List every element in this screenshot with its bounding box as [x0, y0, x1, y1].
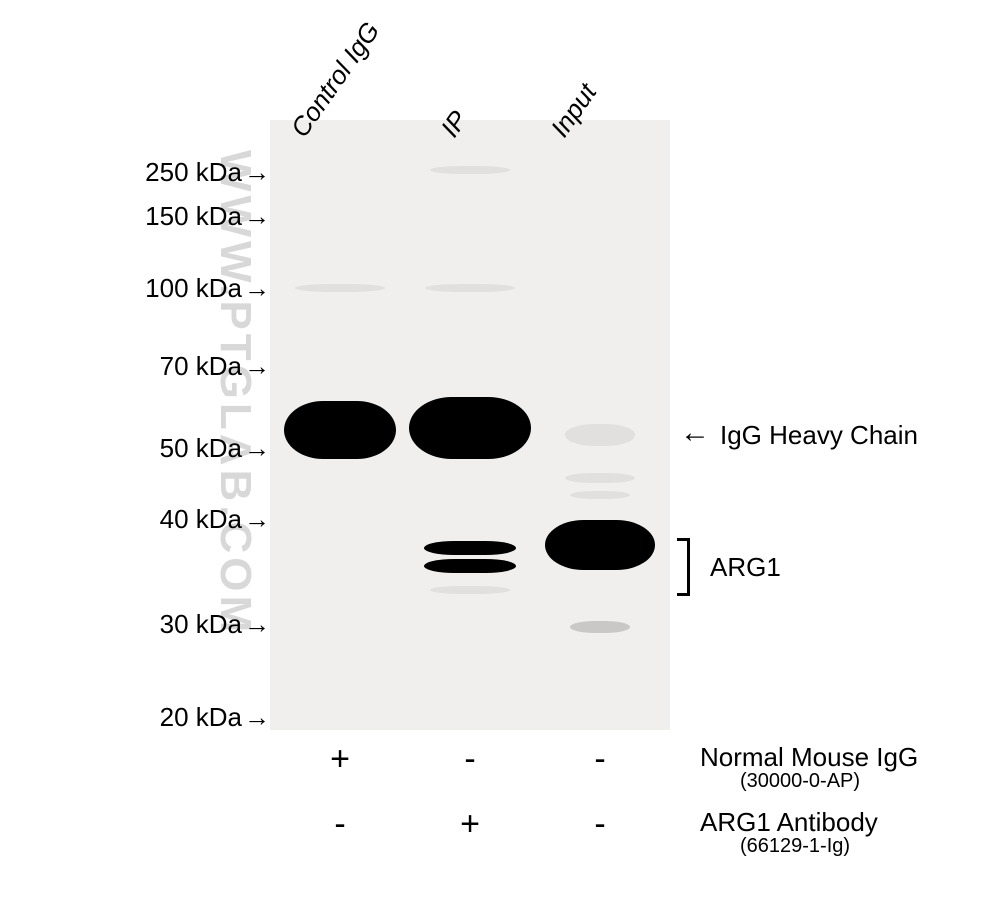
arrow-left-icon: ←	[680, 416, 710, 450]
ladder-mark: 70 kDa→	[160, 351, 270, 382]
band	[570, 491, 630, 499]
band	[430, 166, 510, 174]
condition-label: Normal Mouse IgG	[700, 742, 918, 773]
bracket-icon	[680, 538, 690, 596]
band	[425, 284, 515, 292]
band	[424, 559, 516, 573]
condition-symbol: -	[580, 740, 620, 779]
condition-symbol: +	[320, 740, 360, 779]
annotation-arg1: ARG1	[710, 552, 781, 583]
condition-symbol: -	[320, 805, 360, 844]
band	[565, 473, 635, 483]
ladder-mark: 30 kDa→	[160, 609, 270, 640]
ladder-mark: 50 kDa→	[160, 433, 270, 464]
condition-sublabel: (30000-0-AP)	[740, 770, 860, 793]
condition-sublabel: (66129-1-Ig)	[740, 835, 850, 858]
ladder-mark: 100 kDa→	[145, 273, 270, 304]
band	[430, 586, 510, 594]
band	[409, 397, 531, 459]
band	[295, 284, 385, 292]
band	[545, 520, 655, 570]
condition-symbol: -	[580, 805, 620, 844]
western-blot-figure: WWW.PTGLAB.COM Control IgG IP Input 250 …	[0, 0, 1000, 903]
ladder-mark: 250 kDa→	[145, 157, 270, 188]
band	[570, 621, 630, 633]
condition-symbol: +	[450, 805, 490, 844]
ladder-mark: 150 kDa→	[145, 201, 270, 232]
annotation-heavy-chain: IgG Heavy Chain	[720, 420, 918, 451]
ladder-mark: 20 kDa→	[160, 702, 270, 733]
band	[565, 424, 635, 446]
condition-symbol: -	[450, 740, 490, 779]
condition-label: ARG1 Antibody	[700, 807, 878, 838]
band	[424, 541, 516, 555]
ladder-mark: 40 kDa→	[160, 504, 270, 535]
band	[284, 401, 396, 459]
